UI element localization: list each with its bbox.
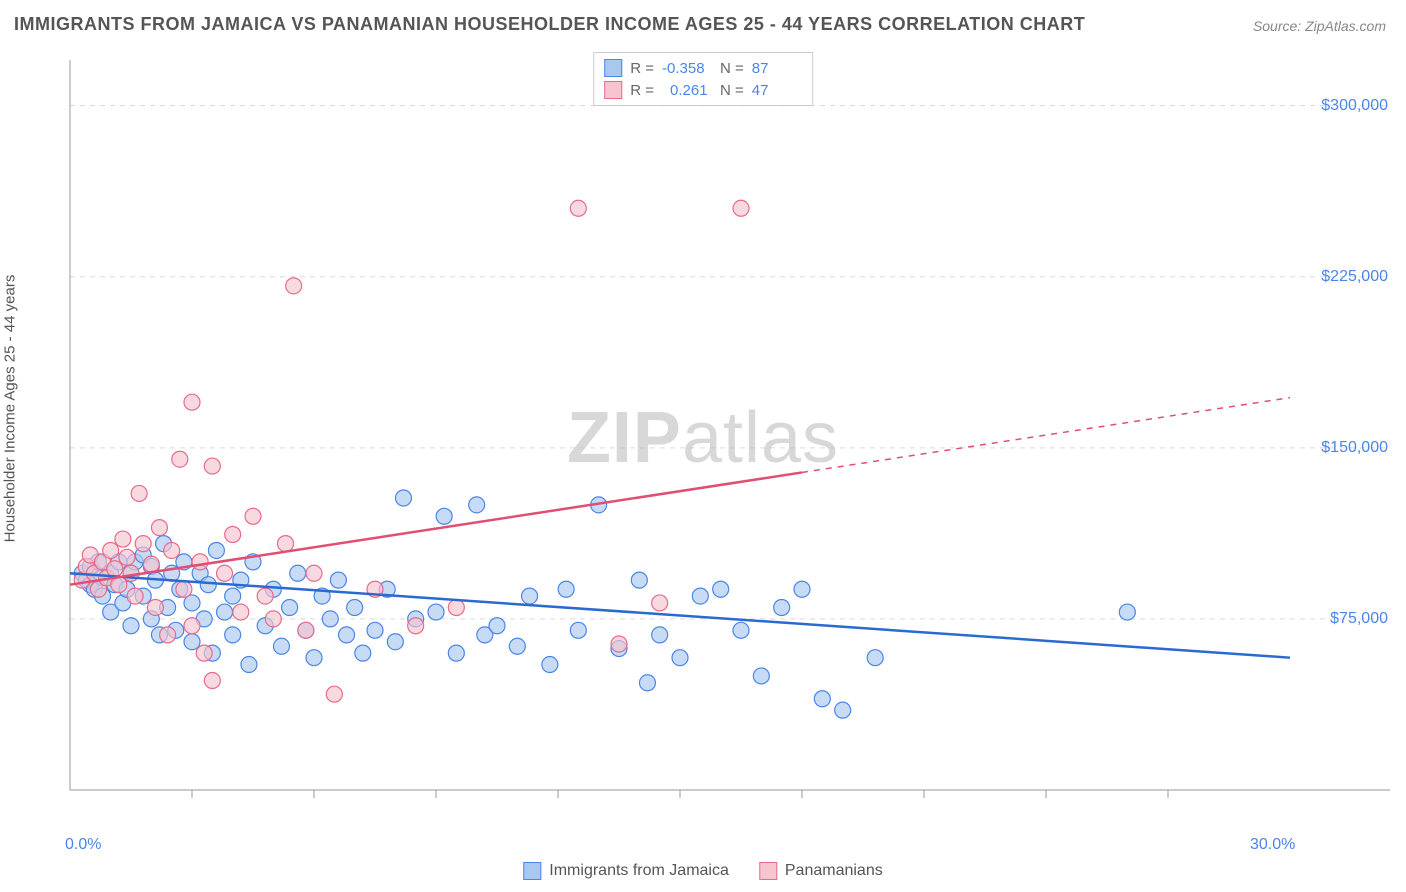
n-value-panamanians: 47: [752, 82, 802, 99]
n-label: N =: [720, 60, 744, 77]
legend-item-panamanians: Panamanians: [759, 862, 883, 880]
y-tick-label: $75,000: [1330, 610, 1388, 628]
legend-row-jamaica: R = -0.358 N = 87: [604, 57, 802, 79]
series-legend: Immigrants from Jamaica Panamanians: [523, 862, 882, 880]
legend-label-jamaica: Immigrants from Jamaica: [549, 862, 729, 880]
source-attribution: Source: ZipAtlas.com: [1253, 18, 1386, 34]
swatch-panamanians: [604, 81, 622, 99]
y-tick-label: $150,000: [1321, 439, 1388, 457]
r-value-panamanians: 0.261: [662, 82, 712, 99]
legend-label-panamanians: Panamanians: [785, 862, 883, 880]
y-tick-label: $225,000: [1321, 268, 1388, 286]
legend-item-jamaica: Immigrants from Jamaica: [523, 862, 729, 880]
y-axis-label: Householder Income Ages 25 - 44 years: [2, 275, 19, 543]
n-value-jamaica: 87: [752, 60, 802, 77]
correlation-legend: R = -0.358 N = 87 R = 0.261 N = 47: [593, 52, 813, 106]
swatch-panamanians: [759, 862, 777, 880]
r-value-jamaica: -0.358: [662, 60, 712, 77]
n-label: N =: [720, 82, 744, 99]
y-tick-label: $300,000: [1321, 97, 1388, 115]
r-label: R =: [630, 60, 654, 77]
r-label: R =: [630, 82, 654, 99]
x-tick-label: 30.0%: [1250, 836, 1295, 854]
chart-area: [60, 50, 1390, 830]
swatch-jamaica: [604, 59, 622, 77]
scatter-chart-svg: [60, 50, 1390, 830]
legend-row-panamanians: R = 0.261 N = 47: [604, 79, 802, 101]
chart-title: IMMIGRANTS FROM JAMAICA VS PANAMANIAN HO…: [14, 14, 1085, 35]
x-tick-label: 0.0%: [65, 836, 101, 854]
swatch-jamaica: [523, 862, 541, 880]
